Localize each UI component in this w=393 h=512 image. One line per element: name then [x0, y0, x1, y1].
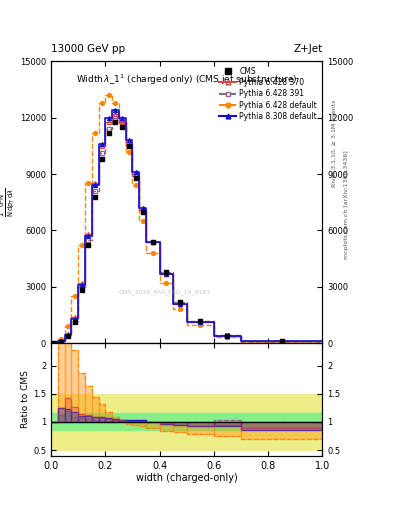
Bar — [64, 411, 72, 422]
Bar — [112, 417, 119, 422]
Bar — [146, 422, 160, 428]
Bar — [214, 422, 241, 436]
Bar — [51, 394, 322, 450]
Bar — [92, 417, 99, 422]
Bar — [105, 412, 112, 422]
Bar — [139, 421, 146, 422]
Bar — [92, 420, 99, 422]
Bar — [187, 422, 214, 434]
Bar — [58, 408, 64, 422]
Bar — [132, 421, 139, 422]
Bar — [78, 414, 85, 422]
Bar — [85, 416, 92, 422]
Bar — [99, 404, 105, 422]
Text: mcplots.cern.ch [arXiv:1306.3436]: mcplots.cern.ch [arXiv:1306.3436] — [344, 151, 349, 259]
Bar — [241, 422, 322, 439]
Bar — [173, 422, 187, 425]
Bar — [139, 422, 146, 426]
Bar — [241, 422, 322, 430]
Bar — [72, 407, 78, 422]
Bar — [112, 419, 119, 422]
X-axis label: width (charged-only): width (charged-only) — [136, 473, 237, 483]
Bar — [58, 337, 64, 422]
Bar — [99, 418, 105, 422]
Bar — [187, 422, 214, 426]
Bar — [160, 422, 173, 431]
Bar — [139, 420, 146, 422]
Bar — [85, 415, 92, 422]
Bar — [241, 422, 322, 428]
Bar — [112, 421, 119, 422]
Bar — [92, 417, 99, 422]
Bar — [214, 422, 241, 426]
Bar — [78, 418, 85, 422]
Bar — [126, 421, 132, 422]
Bar — [187, 422, 214, 426]
Bar — [119, 420, 126, 422]
Bar — [126, 422, 132, 423]
Text: CMS_2021_PAS_FSQ_19_0187: CMS_2021_PAS_FSQ_19_0187 — [119, 289, 211, 295]
Bar — [78, 416, 85, 422]
Text: 13000 GeV pp: 13000 GeV pp — [51, 44, 125, 54]
Y-axis label: Ratio to CMS: Ratio to CMS — [21, 370, 30, 429]
Bar — [132, 422, 139, 425]
Bar — [173, 422, 187, 425]
Bar — [132, 421, 139, 422]
Bar — [119, 420, 126, 422]
Bar — [126, 420, 132, 422]
Bar — [105, 421, 112, 422]
Bar — [119, 420, 126, 422]
Bar — [173, 422, 187, 432]
Text: Width$\,\lambda\_1^1$ (charged only) (CMS jet substructure): Width$\,\lambda\_1^1$ (charged only) (CM… — [76, 73, 298, 87]
Text: Rivet 3.1.10, ≥ 3.1M events: Rivet 3.1.10, ≥ 3.1M events — [332, 100, 337, 187]
Bar — [64, 409, 72, 422]
Bar — [58, 415, 64, 422]
Bar — [112, 420, 119, 422]
Bar — [214, 420, 241, 422]
Bar — [99, 417, 105, 422]
Legend: CMS, Pythia 6.428 370, Pythia 6.428 391, Pythia 6.428 default, Pythia 8.308 defa: CMS, Pythia 6.428 370, Pythia 6.428 391,… — [218, 65, 318, 122]
Bar — [58, 408, 64, 422]
Bar — [85, 418, 92, 422]
Bar — [132, 420, 139, 422]
Bar — [51, 414, 322, 430]
Bar — [99, 420, 105, 422]
Bar — [214, 422, 241, 425]
Bar — [105, 418, 112, 422]
Bar — [105, 419, 112, 422]
Bar — [72, 412, 78, 422]
Bar — [78, 373, 85, 422]
Bar — [72, 417, 78, 422]
Bar — [160, 422, 173, 423]
Bar — [72, 350, 78, 422]
Bar — [160, 422, 173, 423]
Bar — [119, 421, 126, 422]
Bar — [64, 398, 72, 422]
Bar — [139, 421, 146, 422]
Bar — [92, 397, 99, 422]
Bar — [64, 333, 72, 422]
Y-axis label: $\frac{1}{\mathrm{N}}\frac{\mathrm{d}^2\mathrm{N}}{\mathrm{d}p_\mathrm{T}\,\math: $\frac{1}{\mathrm{N}}\frac{\mathrm{d}^2\… — [0, 187, 17, 217]
Text: Z+Jet: Z+Jet — [293, 44, 322, 54]
Bar — [85, 387, 92, 422]
